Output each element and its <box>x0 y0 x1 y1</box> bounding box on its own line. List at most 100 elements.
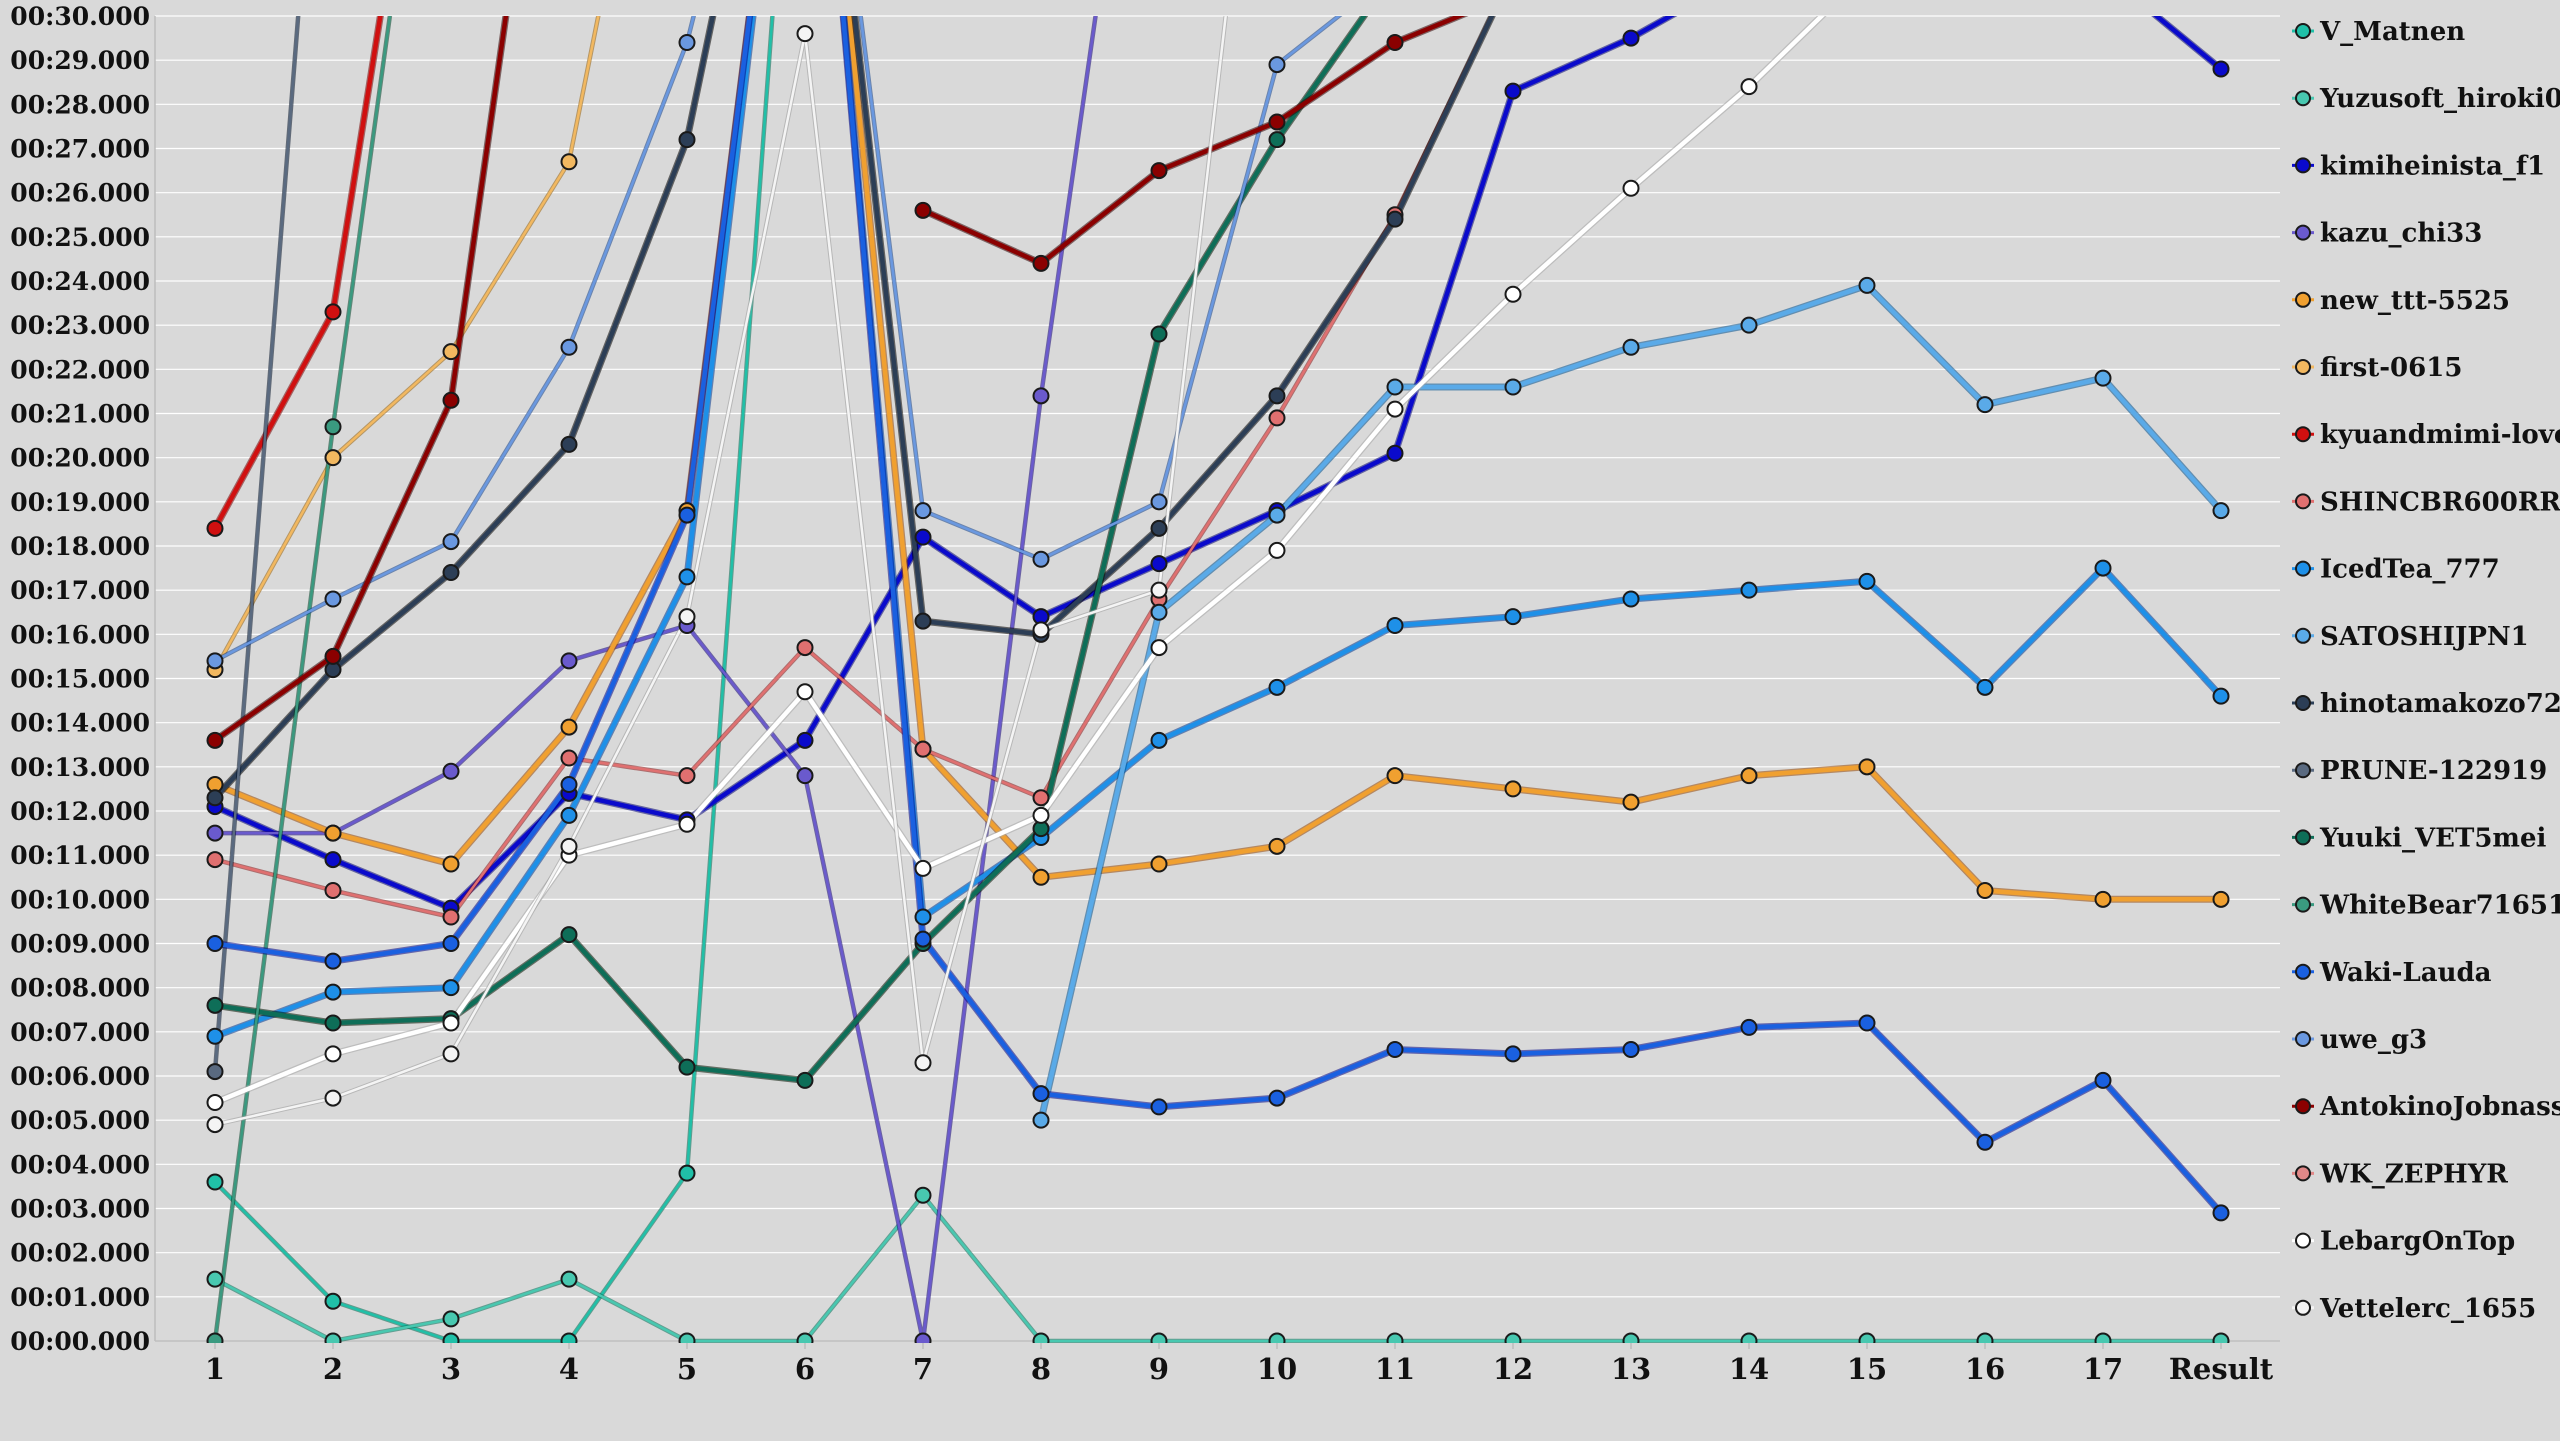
legend-marker <box>2295 157 2311 174</box>
y-tick-label: 00:24.000 <box>10 267 150 296</box>
data-point <box>206 789 224 807</box>
data-point <box>324 590 342 608</box>
data-point <box>1268 837 1286 855</box>
legend-label: uwe_g3 <box>2320 1025 2427 1055</box>
data-point <box>678 131 696 149</box>
legend-entry: kimiheinista_f1 <box>2292 151 2545 181</box>
data-point <box>1386 767 1404 785</box>
data-point <box>1504 378 1522 396</box>
y-tick-label: 00:16.000 <box>10 620 150 649</box>
data-point <box>1268 131 1286 149</box>
y-tick-label: 00:19.000 <box>10 488 150 517</box>
data-point <box>1150 555 1168 573</box>
data-point <box>678 767 696 785</box>
data-point <box>442 391 460 409</box>
data-point <box>1622 1332 1640 1343</box>
legend-entry: V_Matnen <box>2292 17 2465 47</box>
legend-marker <box>2295 1031 2311 1047</box>
y-tick-label: 00:04.000 <box>10 1150 150 1179</box>
legend-entry: kyuandmimi-love <box>2292 420 2560 450</box>
data-point <box>914 201 932 219</box>
data-point <box>1150 581 1168 599</box>
data-point <box>1976 882 1994 899</box>
legend-marker <box>2295 23 2311 39</box>
data-point <box>206 1116 224 1134</box>
data-point <box>206 652 224 670</box>
x-tick-label: 7 <box>913 1352 933 1386</box>
legend-marker <box>2295 896 2311 913</box>
legend-marker <box>2295 963 2311 980</box>
data-point <box>560 837 578 855</box>
data-point <box>206 519 224 537</box>
data-point <box>678 34 696 51</box>
y-tick-label: 00:22.000 <box>10 355 150 384</box>
data-point <box>1976 678 1994 696</box>
data-point <box>324 1332 342 1343</box>
data-point <box>1268 541 1286 559</box>
data-point <box>1268 113 1286 131</box>
series-line <box>214 16 1341 662</box>
data-point <box>1150 493 1168 511</box>
legend-label: first-0615 <box>2320 353 2462 383</box>
data-point <box>1032 868 1050 886</box>
data-point <box>206 1027 224 1045</box>
legend-entry: first-0615 <box>2292 353 2462 383</box>
legend-entry: kazu_chi33 <box>2292 219 2482 249</box>
data-point <box>442 1310 460 1328</box>
y-tick-label: 00:11.000 <box>10 841 150 870</box>
data-point <box>1858 758 1876 776</box>
series-line <box>214 16 774 1343</box>
data-point <box>1976 396 1994 414</box>
data-point <box>442 762 460 780</box>
data-point <box>1622 179 1640 197</box>
x-tick-label: 12 <box>1493 1352 1533 1386</box>
y-axis-tick-labels: 00:00.000 00:01.000 00:02.000 00:03.000 00:0… <box>10 2 150 1356</box>
data-point <box>442 1045 460 1063</box>
data-point <box>1858 1332 1876 1343</box>
data-point <box>1386 617 1404 634</box>
y-tick-label: 00:23.000 <box>10 311 150 340</box>
data-point <box>1740 1332 1758 1343</box>
data-point <box>324 1089 342 1107</box>
data-point <box>324 952 342 970</box>
series-line <box>214 1194 2221 1343</box>
legend-entry: PRUNE-122919 <box>2292 756 2547 786</box>
y-tick-label: 00:00.000 <box>10 1327 150 1356</box>
data-point <box>1150 519 1168 537</box>
data-point <box>1032 387 1050 405</box>
data-point <box>560 1332 578 1343</box>
data-point <box>1386 1332 1404 1343</box>
legend-marker <box>2295 762 2311 779</box>
data-point <box>796 683 814 701</box>
series-markers <box>206 25 2230 1343</box>
data-point <box>1858 1014 1876 1032</box>
x-tick-label: 6 <box>795 1352 815 1386</box>
data-point <box>1740 1018 1758 1036</box>
data-point <box>1976 1133 1994 1151</box>
data-point <box>442 935 460 952</box>
y-tick-label: 00:03.000 <box>10 1195 150 1224</box>
y-tick-label: 00:05.000 <box>10 1106 150 1135</box>
data-point <box>1032 806 1050 824</box>
data-point <box>1150 855 1168 873</box>
y-tick-label: 00:25.000 <box>10 223 150 252</box>
data-point <box>1504 1045 1522 1063</box>
data-point <box>914 908 932 926</box>
series-line <box>214 16 2223 1215</box>
data-point <box>678 1164 696 1182</box>
data-point <box>1386 34 1404 51</box>
data-point <box>796 1332 814 1343</box>
x-axis-tick-labels: 1 2 3 4 5 6 7 8 9 10 11 12 13 14 15 16 17 Result <box>205 1352 2274 1386</box>
legend-entry: hinotamakozo722 <box>2292 689 2560 719</box>
data-point <box>796 731 814 749</box>
data-point <box>1504 608 1522 626</box>
legend-entry: IcedTea_777 <box>2292 555 2500 585</box>
y-tick-label: 00:01.000 <box>10 1283 150 1312</box>
data-point <box>2212 890 2230 908</box>
data-point <box>324 824 342 842</box>
data-point <box>1150 1332 1168 1343</box>
y-tick-label: 00:26.000 <box>10 179 150 208</box>
data-point <box>2094 559 2112 577</box>
data-point <box>1150 162 1168 180</box>
